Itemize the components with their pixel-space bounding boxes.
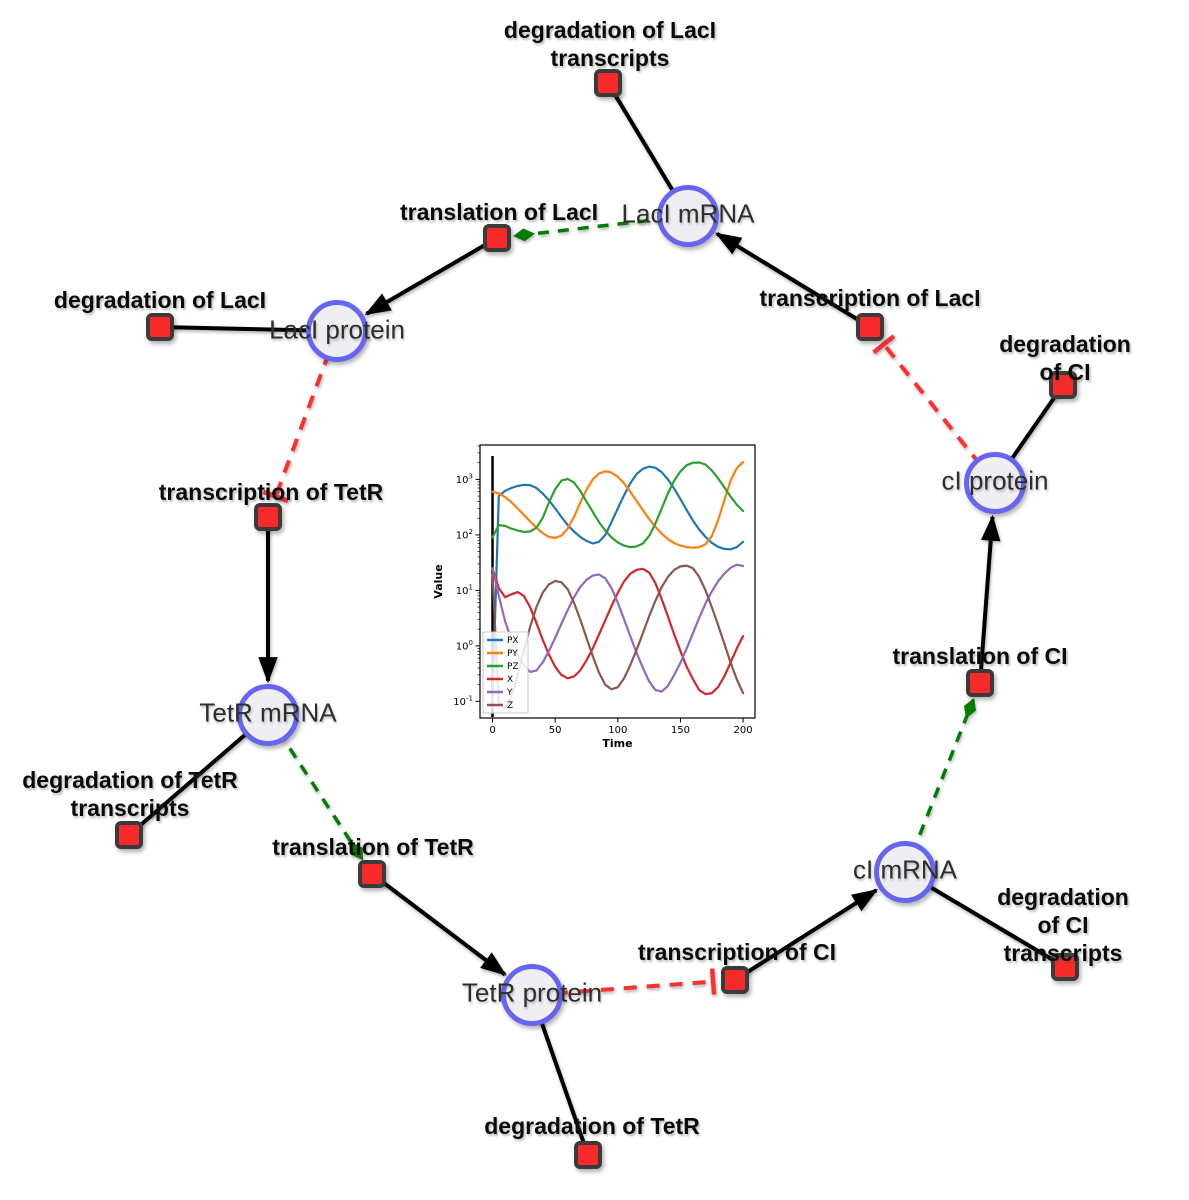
svg-text:Value: Value bbox=[432, 564, 445, 598]
svg-text:200: 200 bbox=[734, 725, 753, 736]
reaction-label-translation-laci: translation of LacI bbox=[399, 199, 599, 225]
svg-text:101: 101 bbox=[456, 583, 473, 597]
species-label-laci-mrna: LacI mRNA bbox=[621, 198, 755, 229]
species-label-ci-protein: cI protein bbox=[941, 465, 1049, 496]
svg-text:103: 103 bbox=[456, 472, 473, 486]
edge-transcription-laci-produces-laci-mrna bbox=[715, 231, 872, 329]
reaction-node-degradation-laci[interactable] bbox=[146, 313, 174, 341]
svg-text:PZ: PZ bbox=[507, 662, 519, 672]
reaction-label-degradation-laci-transcripts: degradation of LacI transcripts bbox=[503, 17, 717, 71]
species-node-tetr-mrna[interactable] bbox=[237, 684, 299, 746]
reaction-label-degradation-ci-transcripts: degradation of CI transcripts bbox=[997, 884, 1129, 966]
species-node-ci-protein[interactable] bbox=[964, 452, 1026, 514]
reaction-node-degradation-ci-transcripts[interactable] bbox=[1051, 953, 1079, 981]
edge-translation-tetr-produces-tetr-protein bbox=[370, 872, 507, 977]
svg-text:Y: Y bbox=[506, 688, 513, 698]
reaction-node-degradation-ci[interactable] bbox=[1049, 371, 1077, 399]
svg-text:150: 150 bbox=[671, 725, 690, 736]
edge-transcription-ci-produces-ci-mrna bbox=[733, 888, 879, 982]
reaction-label-transcription-tetr: transcription of TetR bbox=[158, 479, 384, 505]
reaction-node-transcription-laci[interactable] bbox=[856, 313, 884, 341]
species-label-tetr-protein: TetR protein bbox=[461, 977, 603, 1008]
reaction-label-transcription-ci: transcription of CI bbox=[637, 939, 837, 965]
svg-text:Z: Z bbox=[507, 701, 513, 711]
svg-text:0: 0 bbox=[489, 725, 495, 736]
reaction-label-translation-tetr: translation of TetR bbox=[272, 834, 474, 860]
reaction-node-transcription-tetr[interactable] bbox=[254, 503, 282, 531]
species-node-tetr-protein[interactable] bbox=[501, 964, 563, 1026]
edge-translation-laci-produces-laci-protein bbox=[364, 236, 499, 316]
reaction-node-translation-ci[interactable] bbox=[966, 669, 994, 697]
svg-text:Time: Time bbox=[602, 737, 632, 750]
reaction-node-degradation-tetr-transcripts[interactable] bbox=[115, 821, 143, 849]
species-node-laci-mrna[interactable] bbox=[657, 185, 719, 247]
reaction-label-transcription-laci: transcription of LacI bbox=[759, 285, 981, 311]
svg-text:100: 100 bbox=[608, 725, 627, 736]
species-node-ci-mrna[interactable] bbox=[874, 841, 936, 903]
svg-text:PY: PY bbox=[507, 649, 518, 659]
reaction-node-translation-tetr[interactable] bbox=[358, 860, 386, 888]
reaction-node-transcription-ci[interactable] bbox=[721, 966, 749, 994]
timeseries-chart: 0 50 100 150 200 10-1 100 101 102 103 Time Value PX P… bbox=[432, 444, 756, 750]
reaction-label-degradation-tetr-transcripts: degradation of TetR transcripts bbox=[22, 767, 238, 821]
svg-text:10-1: 10-1 bbox=[453, 694, 473, 708]
species-label-tetr-mrna: TetR mRNA bbox=[199, 697, 337, 728]
reaction-node-degradation-tetr[interactable] bbox=[574, 1141, 602, 1169]
reaction-label-degradation-laci: degradation of LacI bbox=[53, 287, 267, 313]
reaction-label-degradation-tetr: degradation of TetR bbox=[484, 1113, 700, 1139]
species-label-laci-protein: LacI protein bbox=[269, 314, 405, 345]
svg-text:102: 102 bbox=[456, 528, 473, 542]
species-node-laci-protein[interactable] bbox=[306, 300, 368, 362]
species-label-ci-mrna: cI mRNA bbox=[853, 854, 957, 885]
svg-text:X: X bbox=[507, 675, 513, 685]
svg-text:PX: PX bbox=[507, 636, 519, 646]
reaction-label-translation-ci: translation of CI bbox=[892, 643, 1068, 669]
edge-translation-ci-produces-ci-protein bbox=[978, 514, 1001, 684]
reaction-node-translation-laci[interactable] bbox=[483, 224, 511, 252]
reaction-label-degradation-ci: degradation of CI bbox=[999, 331, 1131, 385]
edge-ci-mrna-to-degradation-transcripts bbox=[903, 870, 1067, 969]
svg-text:100: 100 bbox=[456, 639, 473, 653]
reaction-node-degradation-laci-transcripts[interactable] bbox=[594, 69, 622, 97]
svg-text:50: 50 bbox=[549, 725, 562, 736]
inset-timeseries-plot: 0 50 100 150 200 10-1 100 101 102 103 Time Value PX P… bbox=[428, 436, 768, 762]
